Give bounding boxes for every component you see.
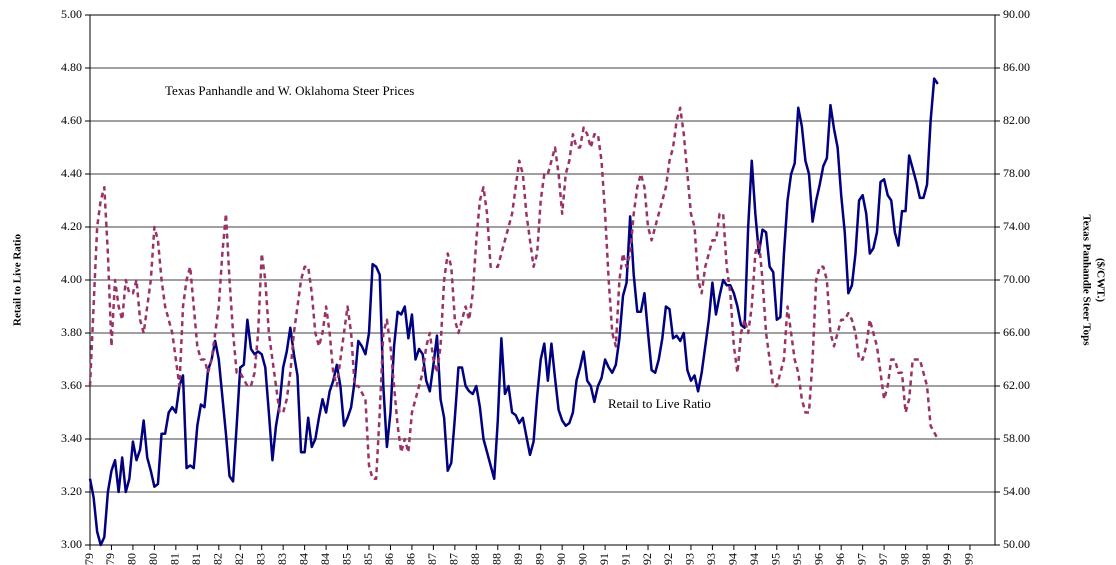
x-tick-label: Jan-89 [511,553,525,565]
y-tick-label: 3.20 [61,484,82,498]
x-tick-label: Jan-79 [82,553,96,565]
x-tick-label: Jul-92 [661,553,675,565]
series-line [88,106,939,480]
y-tick-label: 4.40 [61,166,82,180]
y2-tick-label: 78.00 [1003,166,1030,180]
x-tick-label: Jan-85 [339,553,353,565]
y-tick-label: 5.00 [61,7,82,21]
y-axis-label: Retail to Live Ratio [12,234,24,326]
x-tick-label: Jul-80 [146,553,160,565]
x-tick-label: Jul-89 [532,553,546,565]
x-tick-label: Jan-98 [897,553,911,565]
y-tick-label: 3.60 [61,378,82,392]
x-tick-label: Jul-98 [919,553,933,565]
y-tick-label: 4.20 [61,219,82,233]
y2-axis-label: Texas Panhandle Steer Tops [1080,214,1092,346]
x-tick-label: Jul-79 [103,553,117,565]
y-tick-label: 3.00 [61,537,82,551]
annotation: Texas Panhandle and W. Oklahoma Steer Pr… [165,83,414,98]
x-tick-label: Jan-93 [683,553,697,565]
y-tick-label: 4.60 [61,113,82,127]
y2-tick-label: 82.00 [1003,113,1030,127]
x-tick-label: Jan-86 [382,553,396,565]
x-tick-label: Jan-90 [554,553,568,565]
y2-tick-label: 62.00 [1003,378,1030,392]
x-tick-label: Jul-90 [575,553,589,565]
x-tick-label: Jan-83 [253,553,267,565]
x-tick-label: Jul-84 [318,553,332,565]
x-tick-label: Jul-97 [876,553,890,565]
x-tick-label: Jan-88 [468,553,482,565]
y2-tick-label: 74.00 [1003,219,1030,233]
y-tick-label: 3.40 [61,431,82,445]
x-tick-label: Jan-99 [940,553,954,565]
x-tick-label: Jul-96 [833,553,847,565]
x-tick-label: Jul-83 [275,553,289,565]
y-tick-label: 4.00 [61,272,82,286]
x-tick-label: Jan-92 [640,553,654,565]
y2-tick-label: 54.00 [1003,484,1030,498]
x-tick-label: Jan-96 [811,553,825,565]
x-tick-label: Jul-91 [618,553,632,565]
x-tick-label: Jul-99 [962,553,976,565]
x-tick-label: Jul-88 [490,553,504,565]
y2-tick-label: 50.00 [1003,537,1030,551]
x-tick-label: Jul-87 [447,553,461,565]
y-tick-label: 3.80 [61,325,82,339]
series-line [88,77,939,547]
x-tick-label: Jan-95 [769,553,783,565]
x-tick-label: Jul-95 [790,553,804,565]
y-tick-label: 4.80 [61,60,82,74]
x-tick-label: Jan-97 [854,553,868,565]
x-tick-label: Jul-85 [361,553,375,565]
x-tick-label: Jan-82 [211,553,225,565]
y2-tick-label: 70.00 [1003,272,1030,286]
x-tick-label: Jan-87 [425,553,439,565]
x-tick-label: Jul-86 [404,553,418,565]
x-tick-label: Jul-94 [747,553,761,565]
plot-frame [89,14,996,546]
x-tick-label: Jan-81 [168,553,182,565]
annotation: Retail to Live Ratio [608,396,711,411]
y2-tick-label: 86.00 [1003,60,1030,74]
x-tick-label: Jul-81 [189,553,203,565]
x-tick-label: Jan-80 [125,553,139,565]
x-tick-label: Jan-94 [726,553,740,565]
x-tick-label: Jan-84 [296,553,310,565]
y2-tick-label: 58.00 [1003,431,1030,445]
x-tick-label: Jul-82 [232,553,246,565]
y2-tick-label: 90.00 [1003,7,1030,21]
y2-axis-label: ($/CWT.) [1094,258,1106,302]
x-tick-label: Jul-93 [704,553,718,565]
y2-tick-label: 66.00 [1003,325,1030,339]
x-tick-label: Jan-91 [597,553,611,565]
